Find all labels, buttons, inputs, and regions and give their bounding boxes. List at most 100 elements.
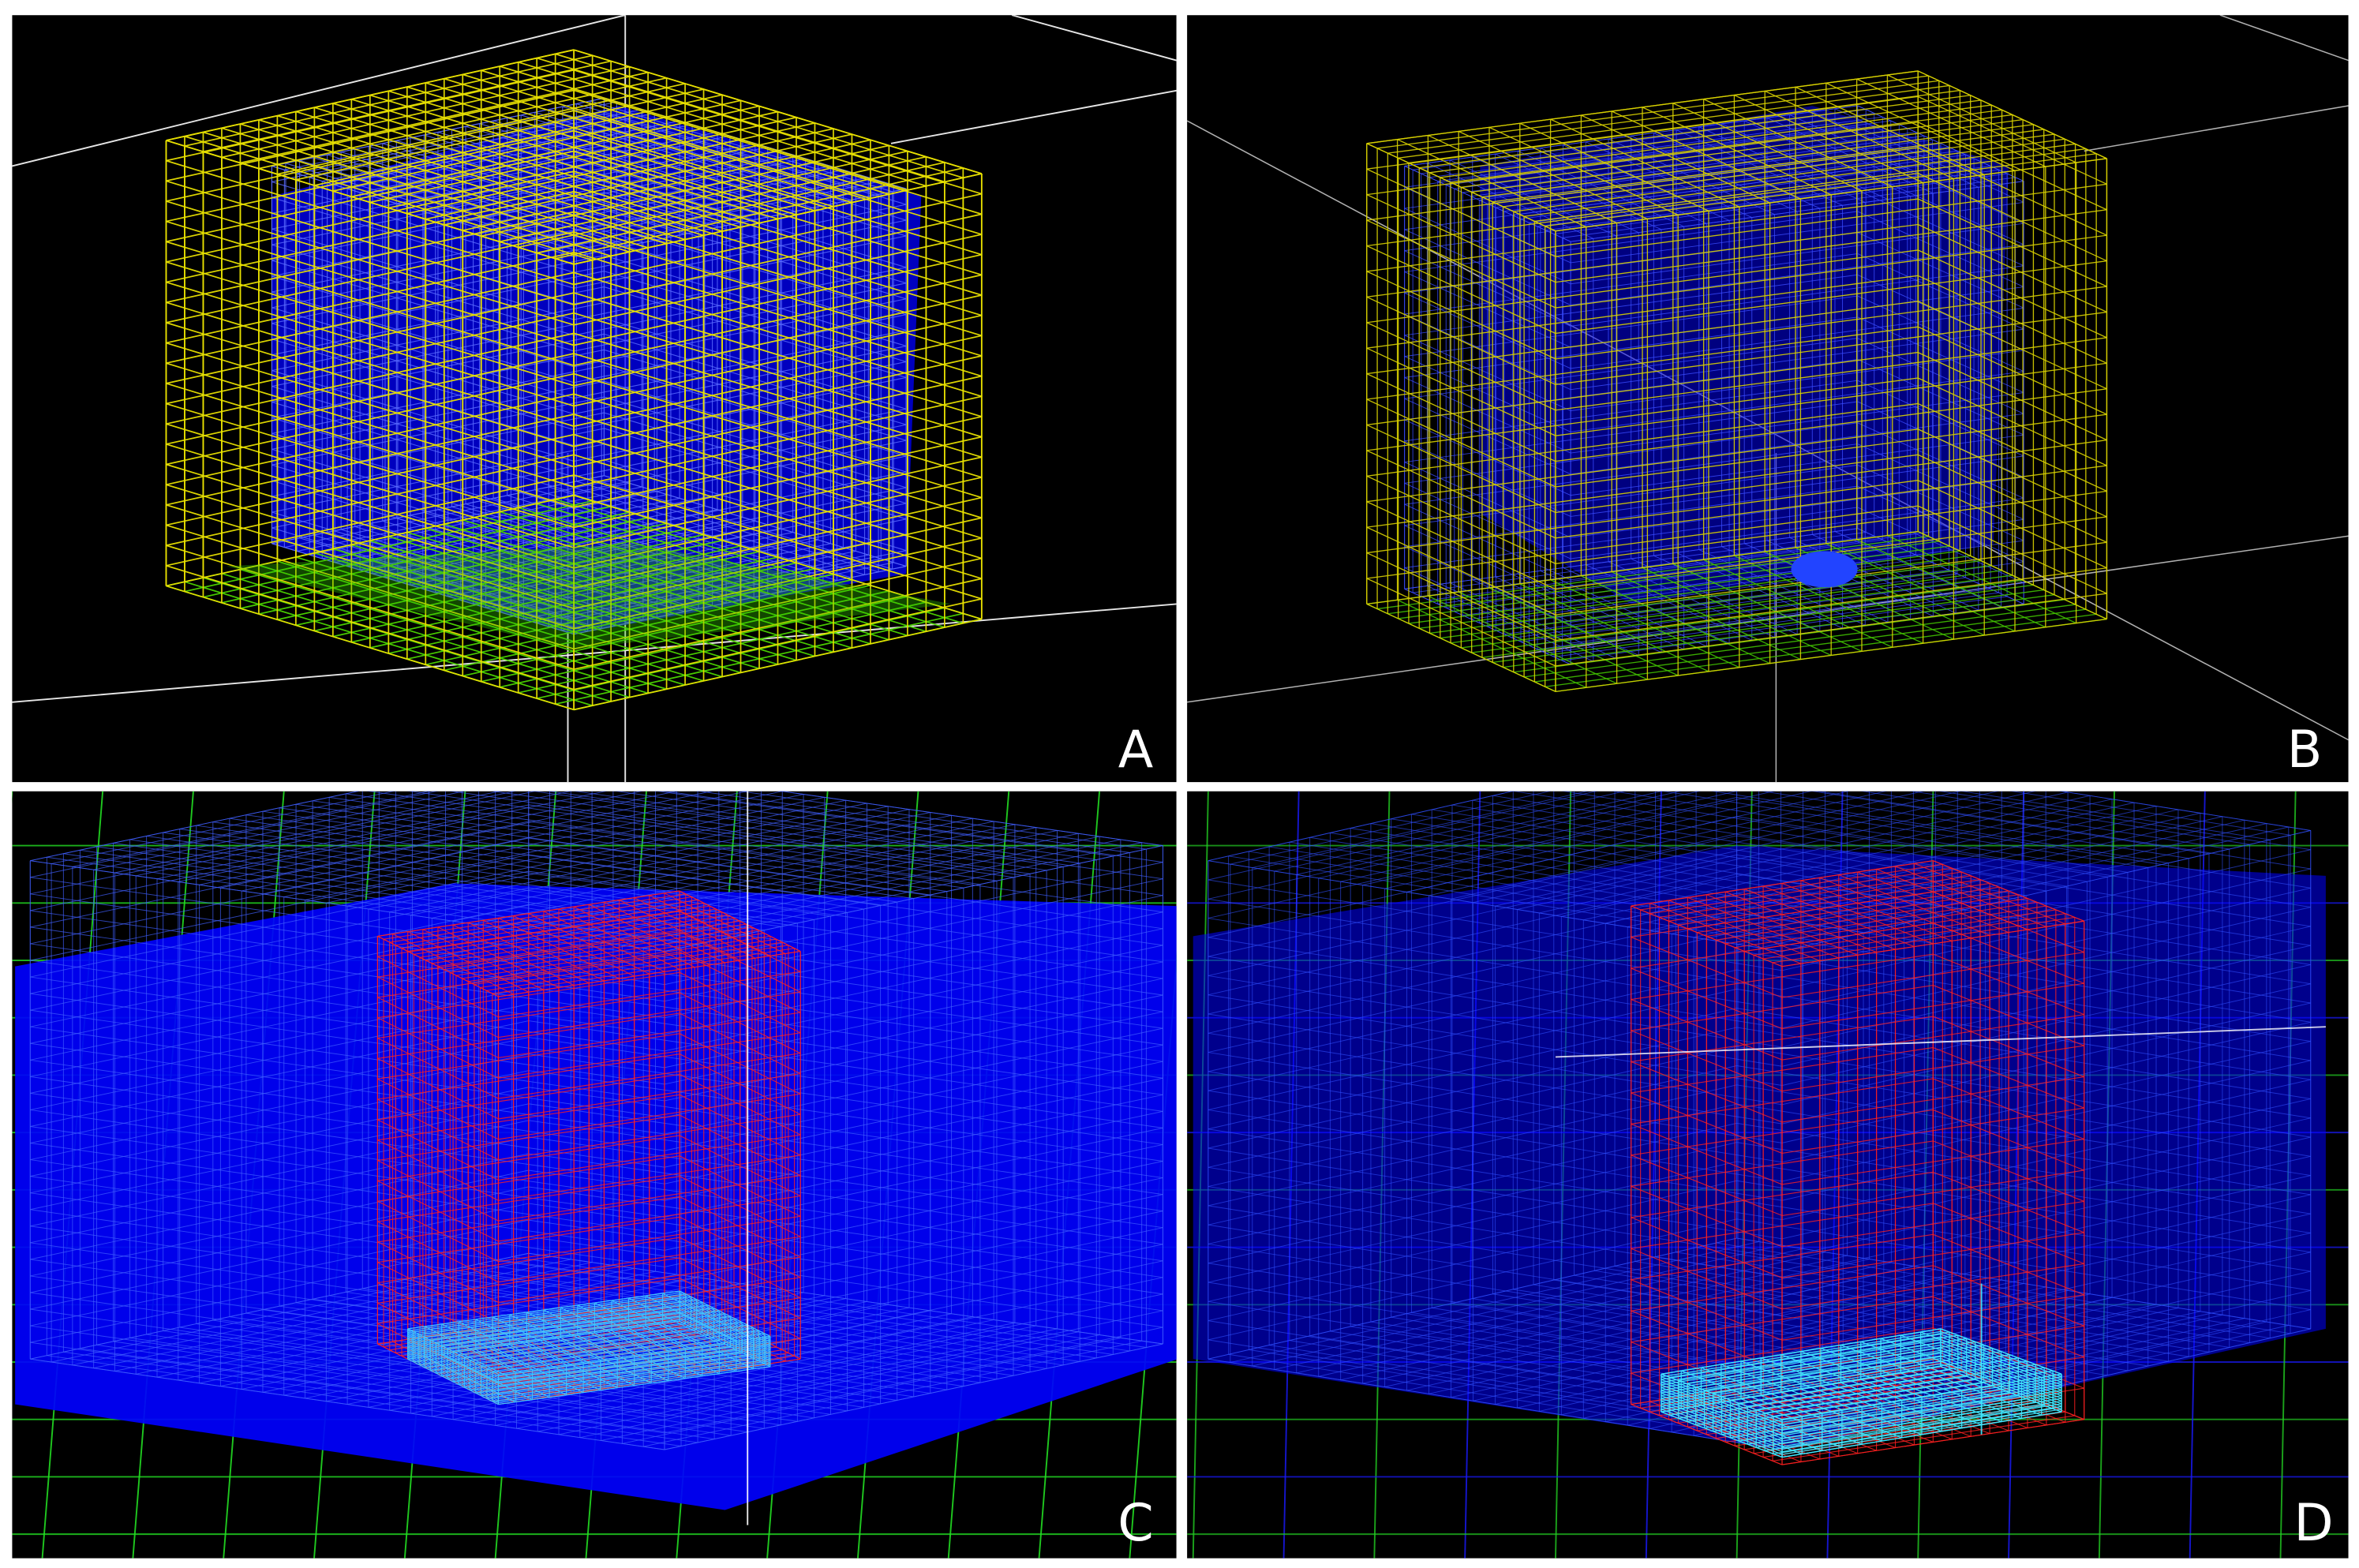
mesh-line <box>1208 791 1598 881</box>
mesh-line <box>528 821 1163 913</box>
mesh-line <box>1366 147 1919 221</box>
mesh-line <box>679 1012 801 1075</box>
mesh-line <box>377 1017 499 1079</box>
mesh-line <box>1555 1026 2326 1058</box>
mesh-line <box>30 821 529 928</box>
mesh-line <box>1917 122 2107 211</box>
mesh-line <box>1404 292 1571 369</box>
mesh-line <box>679 911 801 972</box>
mesh-line <box>1661 1338 1941 1386</box>
mesh-line <box>1437 120 1891 182</box>
mesh-line <box>1825 82 2016 171</box>
mesh-line <box>1661 1334 1941 1380</box>
mesh-line <box>2219 15 2349 62</box>
mesh-line <box>1761 791 2189 859</box>
mesh-line <box>1614 1265 2189 1357</box>
mesh-line <box>309 486 642 556</box>
mesh-line <box>1318 791 1701 879</box>
mesh-line <box>1571 371 2024 432</box>
mesh-line <box>1661 1379 1783 1426</box>
mesh-line <box>309 109 642 178</box>
mesh-line <box>1366 194 1556 283</box>
mesh-line <box>1366 143 1556 232</box>
mesh-line <box>1736 816 2311 908</box>
mesh-line <box>1661 1376 1783 1423</box>
mesh-line <box>1208 898 1783 990</box>
mesh-line <box>679 971 801 1034</box>
mesh-line <box>166 159 575 286</box>
mesh-line <box>1661 1342 1941 1389</box>
mesh-line <box>779 791 1163 847</box>
mesh-line <box>377 931 680 978</box>
mesh-line <box>1404 208 1571 285</box>
mesh-line <box>1781 1379 2062 1426</box>
mesh-line <box>377 956 499 1018</box>
mesh-line <box>389 896 692 943</box>
mesh-line <box>377 935 499 997</box>
mesh-line <box>1187 535 2349 703</box>
mesh-line <box>1857 253 2024 330</box>
mesh-line <box>1696 1247 2271 1339</box>
mesh-line <box>1960 791 2271 840</box>
mesh-line <box>377 971 680 1019</box>
mesh-line <box>1661 1390 1783 1436</box>
mesh-line <box>1387 541 1939 615</box>
mesh-line <box>573 150 983 276</box>
mesh-line <box>1404 316 1858 378</box>
mesh-line <box>1933 953 2084 1016</box>
mesh-line <box>377 992 680 1039</box>
mesh-line <box>1933 1046 2084 1109</box>
mesh-line <box>383 893 686 940</box>
mesh-line <box>498 1345 771 1384</box>
mesh-line <box>1736 854 2311 946</box>
mesh-line <box>573 89 983 215</box>
mesh-line <box>1781 1373 2062 1420</box>
mesh-line <box>1404 356 1571 432</box>
mesh-line <box>1781 1387 2062 1434</box>
mesh-line <box>271 165 575 257</box>
mesh-line <box>407 1334 499 1380</box>
mesh-line <box>425 915 728 961</box>
mesh-line <box>30 791 360 862</box>
mesh-line <box>1404 295 1858 357</box>
mesh-line <box>166 129 575 223</box>
mesh-line <box>1856 78 2046 167</box>
mesh-line <box>407 1332 499 1379</box>
mesh-line <box>377 1057 499 1120</box>
mesh-line <box>156 791 572 880</box>
mesh-line <box>1933 860 2084 922</box>
mesh-line <box>1404 274 1858 336</box>
mesh-line <box>664 893 786 954</box>
mesh-line <box>547 791 1163 880</box>
mesh-line <box>1940 1328 2062 1375</box>
mesh-line <box>1413 109 1867 170</box>
mesh-line <box>1631 1061 1783 1123</box>
mesh-line <box>166 69 575 162</box>
mesh-line <box>679 1053 801 1115</box>
mesh-line <box>679 931 801 993</box>
mesh-line <box>1933 891 2084 953</box>
mesh-line <box>1910 791 2250 845</box>
mesh-line <box>528 804 1163 896</box>
mesh-line <box>166 301 575 427</box>
mesh-line <box>573 129 983 256</box>
mesh-line <box>1695 1379 1975 1426</box>
mesh-line <box>573 251 983 377</box>
mesh-line <box>573 211 983 337</box>
mesh-line <box>462 1267 1097 1359</box>
mesh-line <box>1362 791 1776 886</box>
mesh-line <box>1571 328 2024 391</box>
mesh-line <box>1404 271 1571 348</box>
mesh-line <box>604 144 907 237</box>
mesh-line <box>1678 879 1981 926</box>
mesh-line <box>738 791 1147 850</box>
mesh-line <box>1781 1376 2062 1423</box>
mesh-line <box>634 897 756 959</box>
mesh-line <box>377 911 680 957</box>
mesh-line <box>1631 922 1934 969</box>
mesh-line <box>1631 1092 1783 1154</box>
mesh-line <box>663 791 1163 863</box>
mesh-line <box>679 1294 771 1341</box>
mesh-line <box>1940 1336 2062 1383</box>
mesh-line <box>407 1328 499 1375</box>
